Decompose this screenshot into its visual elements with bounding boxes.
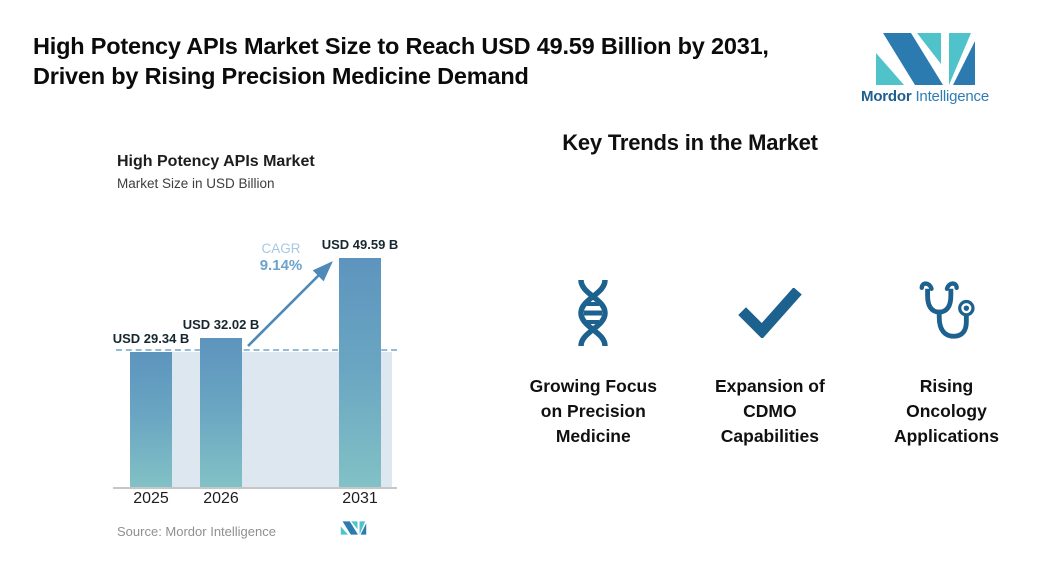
x-tick-2025: 2025 [133,490,169,507]
brand-logo: Mordor Intelligence [861,33,989,105]
trend-caption-cdmo: Expansion of CDMO Capabilities [714,376,825,446]
chart-x-axis [113,487,397,489]
brand-name-regular: Intelligence [915,88,989,105]
chart-title: High Potency APIs Market [117,153,315,170]
source-note: Source: Mordor Intelligence [117,524,276,539]
bar-2026 [200,338,242,487]
trends-heading: Key Trends in the Market [562,130,818,155]
bar-2025 [130,352,172,487]
chart-subtitle: Market Size in USD Billion [117,176,275,191]
brand-name: Mordor Intelligence [861,88,989,105]
growth-arrow-icon [247,261,333,347]
x-tick-2026: 2026 [203,490,239,507]
bar-value-label-2025: USD 29.34 B [112,331,190,346]
trend-caption-oncology: Rising Oncology Applications [893,376,999,446]
chart-reference-dashed-line [116,349,397,351]
stethoscope-icon [858,278,1035,348]
cagr-label: CAGR [261,241,301,256]
checkmark-icon [682,278,859,348]
mordor-logo-small-icon [340,521,367,535]
cagr-value: 9.14% [259,257,303,274]
dna-icon [505,278,682,348]
trend-item-cdmo: Expansion of CDMO Capabilities [682,278,859,449]
trend-caption-precision-medicine: Growing Focus on Precision Medicine [529,376,657,446]
bar-2031 [339,258,381,487]
bar-value-label-2026: USD 32.02 B [182,317,260,332]
page-title: High Potency APIs Market Size to Reach U… [33,33,769,89]
brand-name-bold: Mordor [861,88,912,105]
trends-row: Growing Focus on Precision Medicine Expa… [505,278,1035,449]
trend-item-precision-medicine: Growing Focus on Precision Medicine [505,278,682,449]
bar-value-label-2031: USD 49.59 B [321,237,399,252]
mordor-logo-icon [875,33,975,85]
x-tick-2031: 2031 [342,490,378,507]
trend-item-oncology: Rising Oncology Applications [858,278,1035,449]
